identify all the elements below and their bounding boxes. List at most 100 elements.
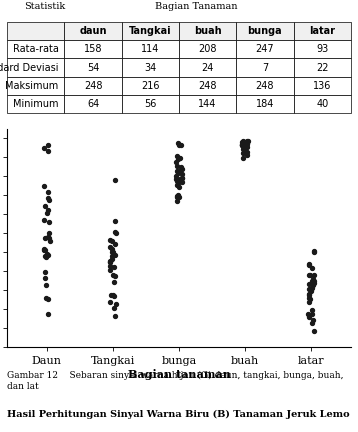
Point [308,288,314,295]
Point [245,149,250,156]
Point [306,313,312,320]
Point [174,172,179,179]
Point [112,251,118,258]
Point [112,229,118,236]
Point [175,140,180,147]
Point [109,237,115,244]
Point [245,137,251,144]
Point [309,277,315,284]
Point [43,253,49,260]
Point [107,267,113,273]
Point [240,139,246,146]
Point [113,301,119,308]
Point [43,281,49,288]
Point [47,234,52,241]
Point [42,274,48,281]
Point [242,149,247,156]
Point [240,142,245,149]
Point [111,278,117,285]
Point [311,247,317,254]
Point [42,246,48,253]
Point [175,153,180,160]
Point [107,244,113,251]
Point [175,191,180,198]
Point [45,194,51,201]
Point [244,140,250,147]
Point [174,177,180,184]
Point [111,304,117,311]
Point [243,142,248,149]
Point [45,141,50,148]
Point [306,286,312,293]
Point [306,299,312,305]
Point [240,140,245,147]
Point [311,327,316,334]
Point [45,251,51,258]
Point [307,271,313,278]
Point [243,143,249,150]
Point [309,310,315,317]
Point [241,141,246,148]
Text: Hasil Perhitungan Sinyal Warna Biru (B) Tanaman Jeruk Lemo: Hasil Perhitungan Sinyal Warna Biru (B) … [7,410,350,419]
Point [176,193,182,200]
Point [43,295,49,302]
Point [176,141,182,148]
Point [109,255,115,262]
Point [311,248,317,255]
X-axis label: Bagian tanaman: Bagian tanaman [127,369,231,380]
Point [309,320,315,327]
Point [42,253,48,260]
Point [240,150,246,157]
Point [110,248,116,255]
Point [242,144,247,151]
Point [174,194,180,200]
Point [175,170,181,177]
Point [306,261,312,268]
Point [42,203,48,210]
Point [112,273,118,280]
Point [112,176,118,183]
Point [179,171,185,178]
Point [310,282,316,289]
Point [107,262,113,269]
Point [41,183,47,190]
Point [173,159,179,166]
Point [179,178,185,185]
Point [309,307,315,314]
Point [44,210,50,217]
Point [41,216,47,223]
Point [45,189,50,196]
Point [107,258,113,265]
Point [46,229,52,236]
Point [177,175,183,182]
Point [309,265,315,272]
Point [239,142,245,149]
Point [107,257,113,264]
Point [41,144,47,151]
Point [110,271,115,278]
Point [240,143,246,149]
Point [179,175,185,181]
Point [243,138,249,145]
Point [177,155,183,162]
Point [240,137,246,144]
Point [311,277,317,284]
Point [47,197,52,203]
Point [46,219,52,226]
Point [111,264,117,270]
Point [179,165,184,172]
Point [245,151,250,158]
Point [240,145,246,152]
Point [306,295,312,302]
Point [179,163,184,170]
Point [112,313,117,320]
Point [108,291,113,298]
Point [311,272,317,279]
Point [306,271,312,278]
Point [179,174,185,181]
Point [174,175,179,182]
Point [311,280,317,286]
Point [176,184,182,191]
Point [174,192,180,199]
Point [177,168,183,175]
